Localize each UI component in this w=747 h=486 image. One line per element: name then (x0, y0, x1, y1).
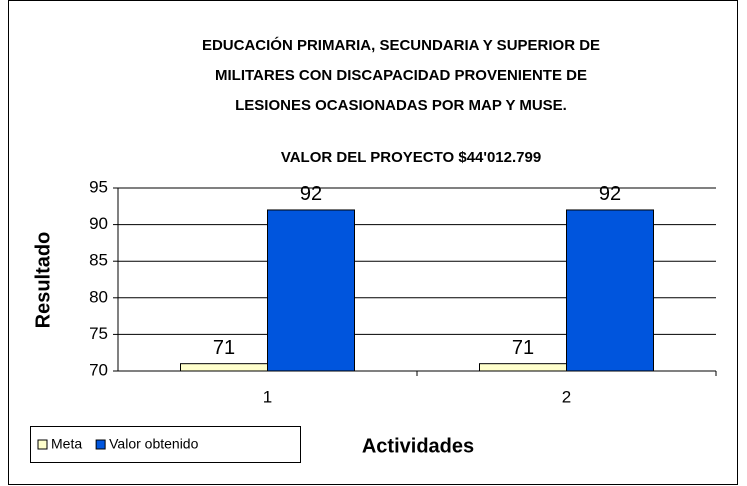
chart-subtitle: VALOR DEL PROYECTO $44'012.799 (281, 149, 541, 166)
y-tick-label: 70 (89, 360, 108, 379)
legend-swatch (37, 439, 48, 450)
bar (267, 209, 355, 372)
y-tick-label: 80 (89, 287, 108, 306)
bar (180, 363, 268, 372)
chart-title: MILITARES CON DISCAPACIDAD PROVENIENTE D… (215, 67, 587, 84)
y-tick-label: 85 (89, 251, 108, 270)
value-label: 71 (512, 337, 534, 359)
x-tick-label: 1 (263, 387, 272, 406)
bar (479, 363, 567, 372)
y-axis-label: Resultado (32, 232, 54, 329)
chart-title: EDUCACIÓN PRIMARIA, SECUNDARIA Y SUPERIO… (202, 36, 600, 54)
value-label: 92 (300, 183, 322, 205)
chart-title: LESIONES OCASIONADAS POR MAP Y MUSE. (235, 97, 567, 114)
y-tick-label: 95 (89, 177, 108, 196)
x-axis-label: Actividades (362, 435, 474, 457)
legend-label: Meta (51, 436, 82, 452)
chart-frame (8, 0, 738, 485)
y-tick-label: 75 (89, 324, 108, 343)
value-label: 92 (599, 183, 621, 205)
legend-swatch (95, 439, 106, 450)
x-tick-label: 2 (562, 387, 571, 406)
bar (566, 209, 654, 372)
value-label: 71 (213, 337, 235, 359)
legend-label: Valor obtenido (109, 436, 198, 452)
y-tick-label: 90 (89, 214, 108, 233)
legend (30, 426, 301, 463)
